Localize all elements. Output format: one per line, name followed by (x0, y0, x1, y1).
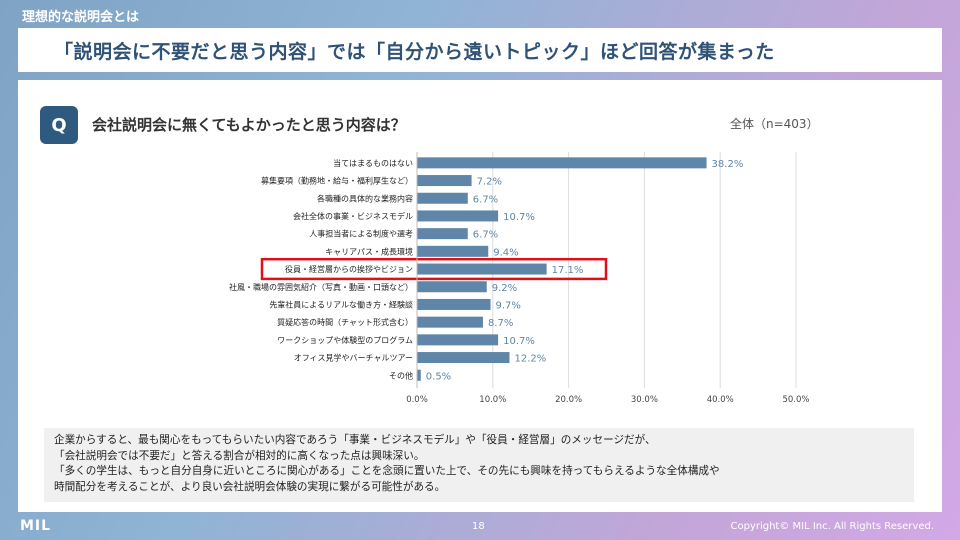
bar (417, 192, 468, 204)
value-label: 12.2% (514, 354, 546, 365)
bar (417, 316, 483, 328)
value-label: 6.7% (473, 194, 498, 205)
value-label: 6.7% (473, 230, 498, 241)
value-label: 8.7% (488, 318, 513, 329)
highlight-box (260, 257, 608, 281)
value-label: 0.5% (426, 371, 451, 382)
value-label: 10.7% (503, 212, 535, 223)
bar (417, 245, 489, 257)
x-tick-label: 40.0% (707, 395, 734, 405)
value-label: 10.7% (503, 336, 535, 347)
category-label: ワークショップや体験型のプログラム (277, 335, 413, 345)
page-number: 18 (472, 521, 485, 532)
bar (417, 228, 468, 240)
value-label: 7.2% (477, 177, 502, 188)
section-label: 理想的な説明会とは (22, 10, 140, 25)
slide-headline: 「説明会に不要だと思う内容」では「自分から遠いトピック」ほど回答が集まった (54, 40, 775, 63)
category-label: 人事担当者による制度や選考 (309, 229, 413, 239)
category-label: 質疑応答の時間（チャット形式含む） (277, 317, 413, 327)
bar (417, 175, 472, 187)
bar (417, 298, 491, 310)
category-label: 募集要項（勤務地・給与・福利厚生など） (261, 176, 413, 186)
category-label: その他 (389, 370, 413, 380)
bar (417, 334, 499, 346)
headline-bar: 「説明会に不要だと思う内容」では「自分から遠いトピック」ほど回答が集まった (18, 28, 942, 72)
copyright-text: Copyright© MIL Inc. All Rights Reserved. (730, 521, 934, 532)
category-label: 先輩社員によるリアルな働き方・経験談 (269, 299, 413, 309)
bar (417, 210, 499, 222)
mil-logo: MIL (20, 518, 52, 534)
value-label: 17.1% (552, 265, 584, 276)
commentary-line: 時間配分を考えることが、より良い会社説明会体験の実現に繋がる可能性がある。 (54, 480, 446, 493)
commentary-line: 「会社説明会では不要だ」と答える割合が相対的に高くなった点は興味深い。 (54, 449, 425, 462)
bar (417, 369, 421, 381)
category-label: 当てはまるものはない (333, 158, 413, 168)
commentary-line: 企業からすると、最も関心をもってもらいたい内容であろう「事業・ビジネスモデル」や… (54, 434, 656, 446)
value-label: 9.2% (492, 283, 517, 294)
bar (417, 157, 707, 169)
bar (417, 352, 510, 364)
category-label: 各職種の具体的な業務内容 (317, 193, 413, 203)
bar-chart: 0.0% 10.0% 20.0% 30.0% 40.0% 50.0% 当てはまるものはない 3… (229, 152, 810, 405)
x-tick-label: 30.0% (631, 395, 658, 405)
question-text: 会社説明会に無くてもよかったと思う内容は？ (92, 116, 406, 134)
commentary-box: 企業からすると、最も関心をもってもらいたい内容であろう「事業・ビジネスモデル」や… (44, 428, 914, 502)
value-label: 9.4% (493, 247, 518, 258)
x-tick-label: 20.0% (555, 395, 582, 405)
category-label: キャリアパス・成長環境 (325, 246, 413, 256)
x-tick-label: 0.0% (406, 395, 428, 405)
x-tick-label: 50.0% (782, 395, 809, 405)
value-label: 38.2% (712, 159, 744, 170)
value-label: 9.7% (496, 300, 521, 311)
question-badge: Q (40, 106, 78, 144)
content-card: Q 会社説明会に無くてもよかったと思う内容は？ 全体（n=403） 0.0% 10… (18, 80, 942, 512)
x-tick-label: 10.0% (479, 395, 506, 405)
bar (417, 281, 487, 293)
sample-size: 全体（n=403） (730, 117, 819, 131)
bar (417, 263, 547, 275)
category-label: 会社全体の事業・ビジネスモデル (293, 211, 413, 221)
category-label: 社風・職場の雰囲気紹介（写真・動画・口頭など） (229, 282, 413, 292)
category-label: オフィス見学やバーチャルツアー (294, 353, 413, 363)
commentary-line: 「多くの学生は、もっと自分自身に近いところに関心がある」ことを念頭に置いた上で、… (54, 465, 720, 477)
category-label: 役員・経営層からの挨拶やビジョン (285, 264, 413, 274)
